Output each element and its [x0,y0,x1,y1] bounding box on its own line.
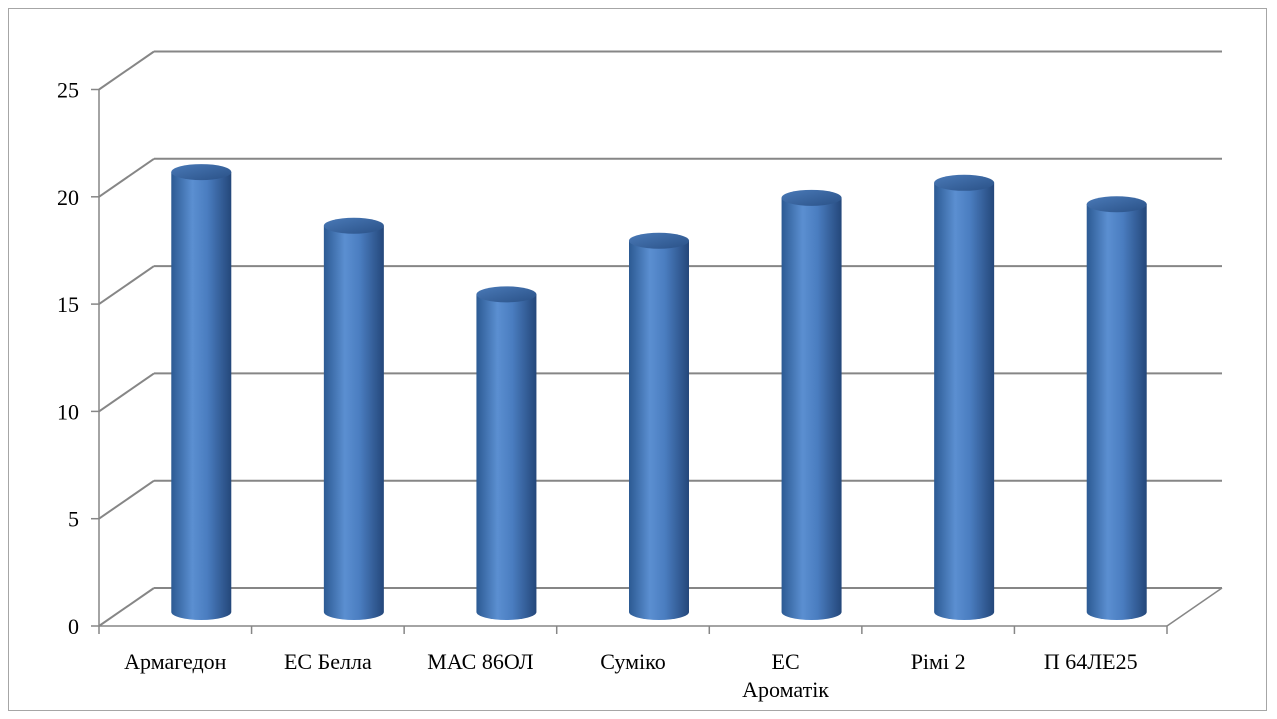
labels-layer: 0 5 10 15 20 25 Армагедон ЕС Белла МАС 86ОЛ Сумік… [57,78,1138,703]
y-tick-label-0: 0 [68,614,79,639]
bar-chart: 0 5 10 15 20 25 Армагедон ЕС Белла МАС 86ОЛ Сумік… [57,50,1223,703]
y-tick-label-15: 15 [57,292,79,317]
gridline-20 [98,157,1222,198]
bar-2 [323,217,384,620]
y-tick-label-10: 10 [57,399,79,424]
bar-3 [476,286,537,620]
bar-5 [781,189,842,620]
axis-layer [91,88,1223,634]
x-tick-label-2: ЕС Белла [284,649,372,674]
bar-1 [171,164,232,620]
x-tick-label-6: Рімі 2 [911,649,966,674]
bar-4 [629,232,689,620]
chart-frame: 0 5 10 15 20 25 Армагедон ЕС Белла МАС 86ОЛ Сумік… [8,8,1267,711]
bar-6 [934,174,995,620]
x-tick-label-3: МАС 86ОЛ [427,649,533,674]
x-tick-label-4: Суміко [600,649,665,674]
gridline-25 [98,50,1222,91]
y-tick-label-20: 20 [57,185,79,210]
bars-layer [171,164,1147,620]
y-tick-label-5: 5 [68,507,79,532]
x-tick-label-5: ЕС Ароматік [742,649,829,702]
bar-7 [1086,196,1147,620]
x-tick-label-1: Армагедон [124,649,226,674]
floor-right-edge [1166,587,1223,627]
x-tick-label-7: П 64ЛЕ25 [1044,649,1138,674]
y-tick-label-25: 25 [57,78,79,103]
